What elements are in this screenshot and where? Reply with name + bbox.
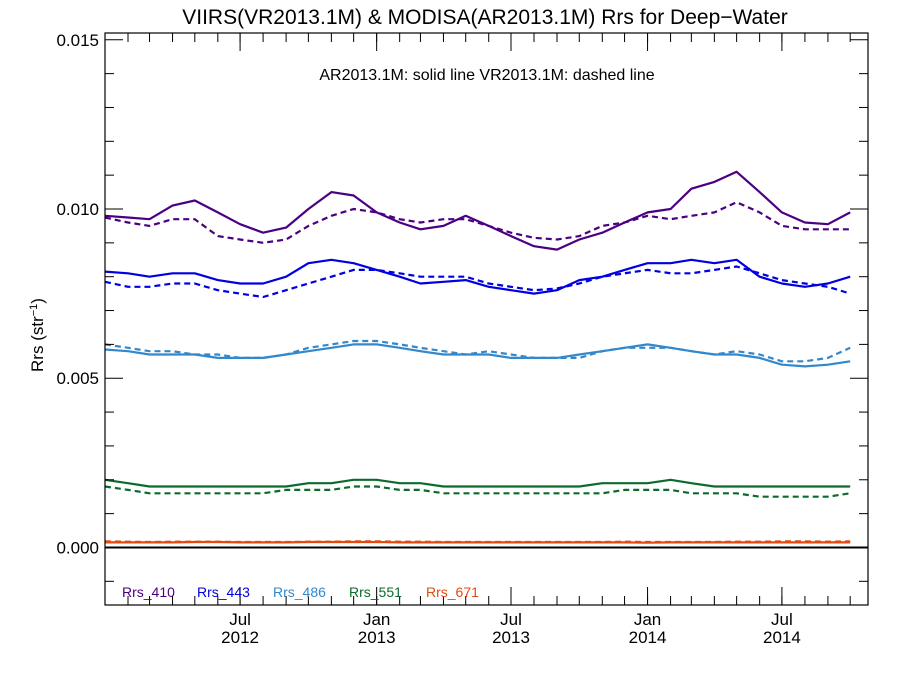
series-line-rrs-486-solid (104, 343, 851, 368)
legend-entry-rrs-443: Rrs_443 (197, 584, 250, 600)
series-line-rrs-443-solid (104, 258, 851, 295)
legend-entry-rrs-551: Rrs_551 (349, 584, 402, 600)
x-tick-label-year: 2014 (763, 628, 801, 647)
x-tick-label-month: Jul (771, 610, 793, 629)
series-line-rrs-410-solid (104, 170, 851, 251)
legend-entry-rrs-486: Rrs_486 (273, 584, 326, 600)
x-tick-label-month: Jan (634, 610, 661, 629)
series-line-rrs-486-dashed (104, 339, 851, 363)
series-line-rrs-443-dashed (104, 265, 851, 299)
y-axis-label: Rrs (str−1) (28, 298, 47, 372)
data-layer (104, 170, 868, 549)
y-axis-label-text: Rrs (str (28, 316, 47, 372)
y-axis-label-exponent: −1 (28, 304, 40, 317)
axes-layer: 0.0000.0050.0100.015Jul2012Jan2013Jul201… (56, 31, 869, 647)
line-style-annotation: AR2013.1M: solid line VR2013.1M: dashed … (319, 67, 654, 84)
legend-entry-rrs-410: Rrs_410 (122, 584, 175, 600)
x-tick-label-year: 2013 (358, 628, 396, 647)
y-axis-label-close: ) (28, 298, 47, 304)
x-tick-label-year: 2013 (492, 628, 530, 647)
x-tick-label-year: 2014 (629, 628, 667, 647)
x-tick-label-month: Jan (363, 610, 390, 629)
series-line-rrs-410-dashed (104, 201, 851, 244)
x-tick-label-month: Jul (500, 610, 522, 629)
series-line-rrs-551-dashed (104, 485, 851, 498)
legend-entry-rrs-671: Rrs_671 (426, 584, 479, 600)
series-line-rrs-551-solid (104, 478, 851, 488)
y-tick-label: 0.005 (56, 369, 99, 388)
y-tick-label: 0.010 (56, 200, 99, 219)
y-tick-label: 0.015 (56, 31, 99, 50)
chart-title: VIIRS(VR2013.1M) & MODISA(AR2013.1M) Rrs… (182, 6, 788, 29)
plot-frame (104, 32, 869, 606)
series-line-rrs-671-dashed (104, 540, 851, 544)
x-tick-label-month: Jul (229, 610, 251, 629)
y-tick-label: 0.000 (56, 538, 99, 557)
x-tick-label-year: 2012 (221, 628, 259, 647)
legend: Rrs_410 Rrs_443 Rrs_486 Rrs_551 Rrs_671 (122, 584, 479, 600)
